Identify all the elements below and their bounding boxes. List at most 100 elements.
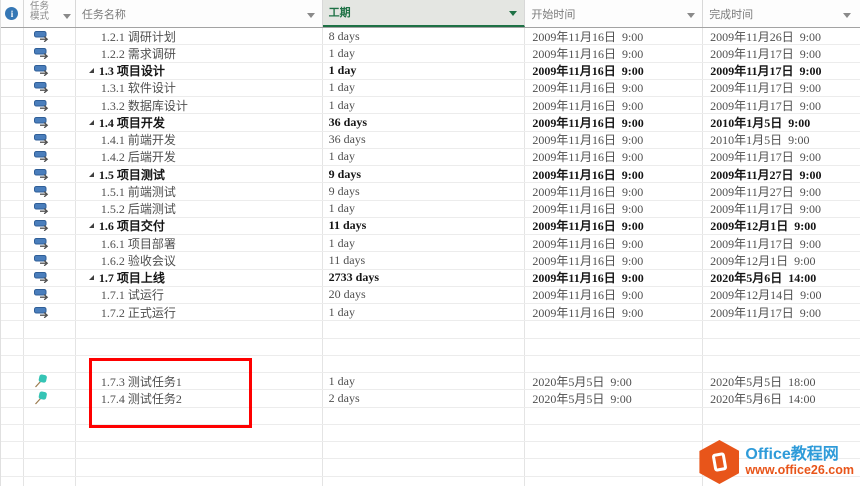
task-name-cell[interactable]: 1.3 项目设计 — [76, 62, 323, 79]
finish-cell[interactable]: 2010年1月5日 9:00 — [710, 133, 810, 148]
indicator-cell[interactable] — [1, 62, 24, 79]
finish-cell[interactable]: 2009年11月17日 9:00 — [710, 305, 822, 320]
duration-cell[interactable]: 1 day — [323, 62, 526, 79]
finish-cell[interactable]: 2009年12月14日 9:00 — [710, 288, 822, 303]
start-cell[interactable]: 2009年11月16日 9:00 — [525, 166, 704, 183]
task-name-cell[interactable]: 1.5.1 前端测试 — [76, 183, 323, 200]
finish-cell[interactable]: 2009年11月17日 9:00 — [710, 236, 822, 251]
start-cell[interactable]: 2009年11月16日 9:00 — [525, 45, 704, 62]
table-row[interactable]: 1.3 项目设计 1 day 2009年11月16日 9:00 2009年11月17日… — [1, 62, 860, 80]
task-name-cell[interactable]: 1.7.4 测试任务2 — [76, 390, 323, 407]
indicator-cell[interactable] — [1, 390, 24, 407]
task-mode-cell[interactable] — [24, 200, 76, 217]
task-mode-cell[interactable] — [24, 235, 76, 252]
finish-cell[interactable]: 2009年11月27日 9:00 — [710, 184, 822, 199]
indicator-cell[interactable] — [1, 304, 24, 321]
task-name-cell[interactable]: 1.4 项目开发 — [76, 114, 323, 131]
finish-cell[interactable] — [703, 356, 860, 372]
duration-cell[interactable]: 1 day — [323, 373, 526, 390]
task-mode-cell[interactable] — [24, 373, 76, 390]
task-mode-cell[interactable] — [24, 321, 76, 338]
task-mode-cell[interactable] — [24, 424, 76, 441]
table-row[interactable]: 1.5 项目测试 9 days 2009年11月16日 9:00 2009年11月27… — [1, 166, 860, 184]
table-row[interactable] — [1, 424, 860, 442]
indicator-cell[interactable] — [1, 131, 24, 148]
duration-cell[interactable] — [323, 407, 526, 424]
start-cell[interactable]: 2009年11月16日 9:00 — [525, 62, 704, 79]
task-name-cell[interactable] — [76, 338, 323, 355]
table-row[interactable]: 1.7.4 测试任务2 2 days 2020年5月5日 9:00 2020年5月6日… — [1, 390, 860, 408]
collapse-triangle-icon[interactable] — [88, 223, 94, 229]
duration-cell[interactable] — [323, 424, 526, 441]
start-cell[interactable]: 2009年11月16日 9:00 — [525, 286, 704, 303]
finish-cell[interactable] — [703, 408, 860, 424]
start-cell[interactable]: 2009年11月16日 9:00 — [525, 200, 704, 217]
table-row[interactable]: 1.4 项目开发 36 days 2009年11月16日 9:00 2010年1月5日… — [1, 114, 860, 132]
finish-cell[interactable]: 2020年5月6日 14:00 — [710, 271, 817, 286]
table-row[interactable]: 1.5.1 前端测试 9 days 2009年11月16日 9:00 2009年11月… — [1, 183, 860, 201]
task-name-cell[interactable]: 1.2.1 调研计划 — [76, 28, 323, 45]
duration-cell[interactable] — [323, 355, 526, 372]
indicator-cell[interactable] — [1, 97, 24, 114]
task-name-cell[interactable]: 1.6 项目交付 — [76, 217, 323, 234]
start-cell[interactable]: 2009年11月16日 9:00 — [525, 131, 704, 148]
duration-cell[interactable] — [323, 338, 526, 355]
indicator-cell[interactable] — [1, 407, 24, 424]
chevron-down-icon[interactable] — [509, 11, 518, 16]
table-row[interactable] — [1, 321, 860, 339]
start-cell[interactable]: 2009年11月16日 9:00 — [525, 235, 704, 252]
chevron-down-icon[interactable] — [687, 13, 696, 18]
start-cell[interactable]: 2009年11月16日 9:00 — [525, 304, 704, 321]
task-name-cell[interactable]: 1.5 项目测试 — [76, 166, 323, 183]
task-name-cell[interactable]: 1.5.2 后端测试 — [76, 200, 323, 217]
table-row[interactable]: 1.3.2 数据库设计 1 day 2009年11月16日 9:00 2009年11月… — [1, 97, 860, 115]
chevron-down-icon[interactable] — [306, 13, 315, 18]
start-cell[interactable] — [525, 321, 704, 338]
indicator-cell[interactable] — [1, 424, 24, 441]
indicator-cell[interactable] — [1, 235, 24, 252]
start-cell[interactable]: 2009年11月16日 9:00 — [525, 97, 704, 114]
table-row[interactable] — [1, 338, 860, 356]
start-cell[interactable]: 2009年11月16日 9:00 — [525, 28, 704, 45]
task-mode-cell[interactable] — [24, 28, 76, 45]
indicator-cell[interactable] — [1, 459, 24, 476]
finish-cell[interactable]: 2009年11月17日 9:00 — [710, 81, 822, 96]
task-name-cell[interactable]: 1.4.2 后端开发 — [76, 148, 323, 165]
task-name-cell[interactable]: 1.3.2 数据库设计 — [76, 97, 323, 114]
finish-cell[interactable]: 2009年11月17日 9:00 — [710, 98, 822, 113]
start-cell[interactable] — [525, 424, 704, 441]
task-mode-cell[interactable] — [24, 183, 76, 200]
duration-cell[interactable]: 1 day — [323, 97, 526, 114]
duration-cell[interactable]: 1 day — [323, 45, 526, 62]
duration-cell[interactable] — [323, 476, 526, 486]
duration-cell[interactable]: 8 days — [323, 28, 526, 45]
start-cell[interactable] — [525, 459, 704, 476]
table-row[interactable]: 1.6 项目交付 11 days 2009年11月16日 9:00 2009年12月1… — [1, 217, 860, 235]
collapse-triangle-icon[interactable] — [88, 275, 94, 281]
finish-cell[interactable]: 2009年12月1日 9:00 — [710, 219, 817, 234]
task-name-cell[interactable]: 1.4.1 前端开发 — [76, 131, 323, 148]
duration-cell[interactable] — [323, 442, 526, 459]
indicator-cell[interactable] — [1, 166, 24, 183]
start-cell[interactable] — [525, 407, 704, 424]
table-row[interactable]: 1.7 项目上线 2733 days 2009年11月16日 9:00 2020年5月… — [1, 269, 860, 287]
duration-cell[interactable]: 1 day — [323, 200, 526, 217]
table-row[interactable]: 1.7.3 测试任务1 1 day 2020年5月5日 9:00 2020年5月5日 … — [1, 373, 860, 391]
task-name-cell[interactable]: 1.6.2 验收会议 — [76, 252, 323, 269]
indicator-cell[interactable] — [1, 183, 24, 200]
start-cell[interactable]: 2009年11月16日 9:00 — [525, 114, 704, 131]
task-mode-cell[interactable] — [24, 131, 76, 148]
task-name-cell[interactable] — [76, 442, 323, 459]
task-mode-cell[interactable] — [24, 338, 76, 355]
task-mode-cell[interactable] — [24, 252, 76, 269]
task-mode-cell[interactable] — [24, 286, 76, 303]
finish-cell[interactable]: 2009年11月27日 9:00 — [710, 167, 822, 182]
indicator-cell[interactable] — [1, 114, 24, 131]
start-cell[interactable]: 2020年5月5日 9:00 — [525, 390, 704, 407]
duration-cell[interactable]: 9 days — [323, 183, 526, 200]
task-mode-cell[interactable] — [24, 62, 76, 79]
indicator-cell[interactable] — [1, 45, 24, 62]
duration-cell[interactable]: 1 day — [323, 148, 526, 165]
indicator-cell[interactable] — [1, 373, 24, 390]
table-row[interactable]: 1.3.1 软件设计 1 day 2009年11月16日 9:00 2009年11月1… — [1, 79, 860, 97]
